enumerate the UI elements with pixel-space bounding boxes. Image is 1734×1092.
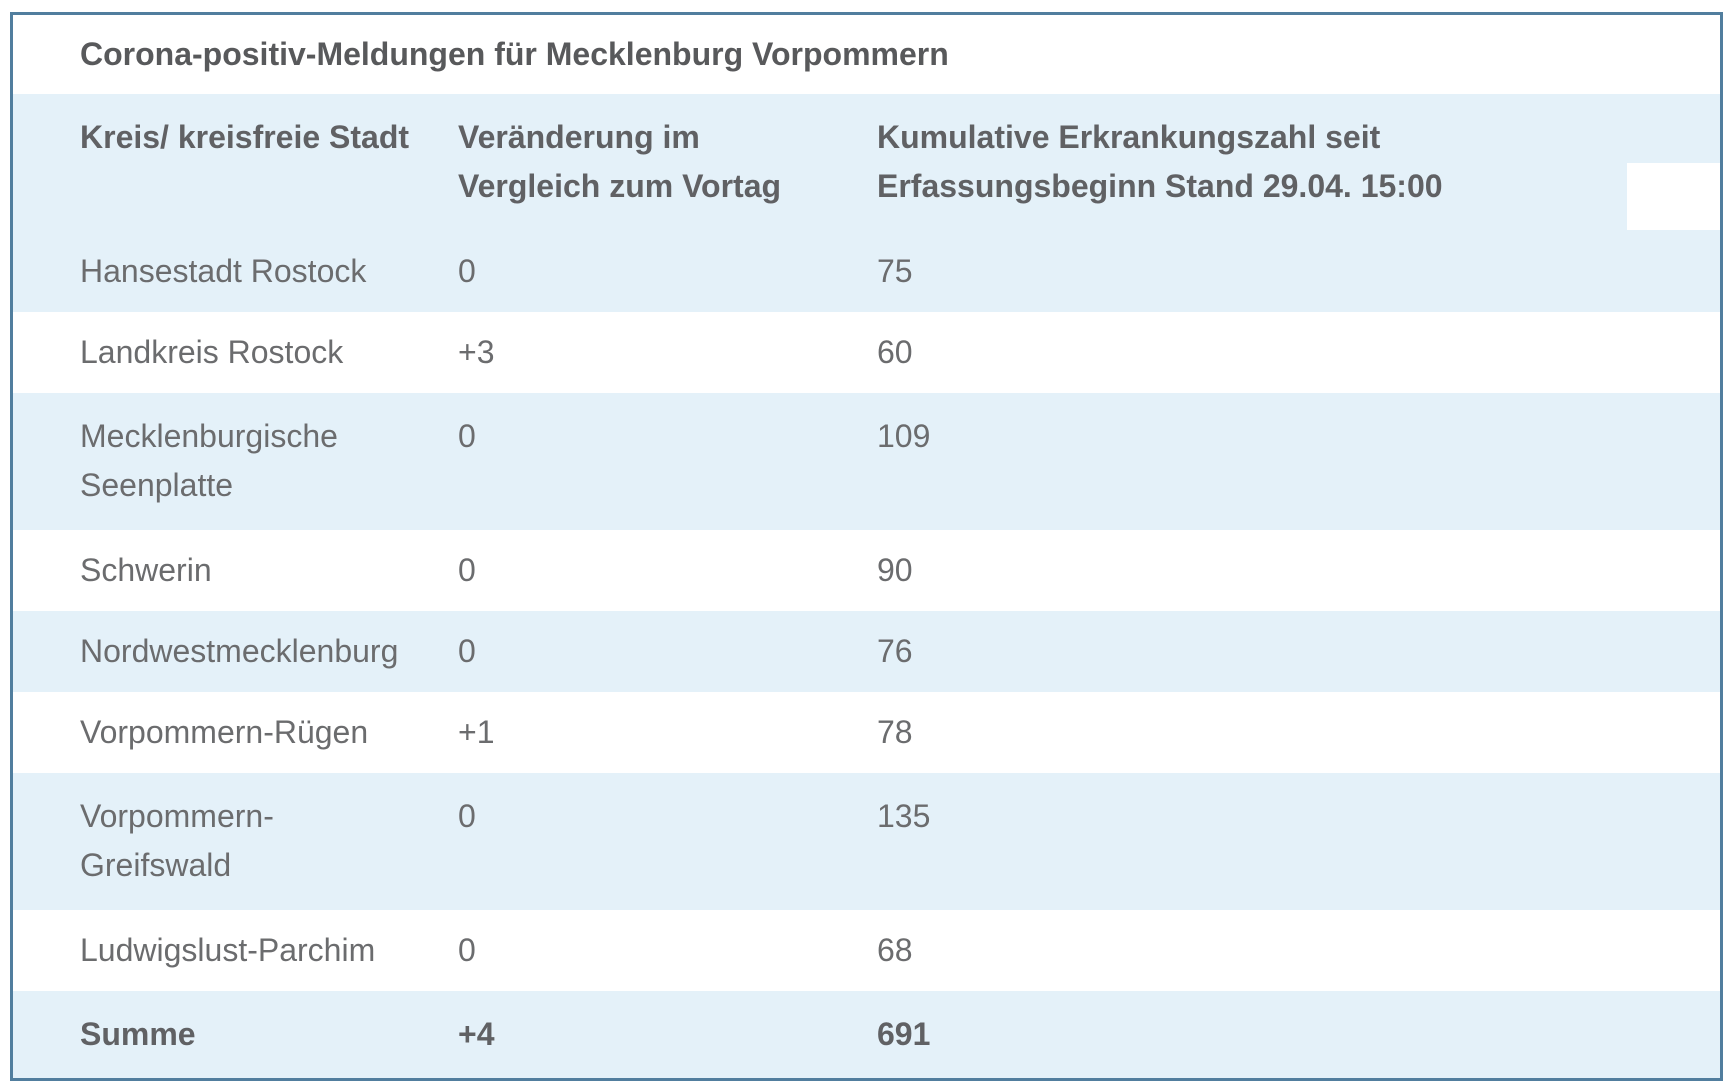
- cell-kreis: Nordwestmecklenburg: [80, 633, 399, 669]
- total-row: Summe +4 691: [13, 991, 1720, 1078]
- cell-veraenderung: 0: [458, 418, 476, 454]
- corona-table-panel: Corona-positiv-Meldungen für Mecklenburg…: [10, 12, 1723, 1081]
- cell-kumulativ: 60: [877, 334, 913, 370]
- cell-kumulativ: 75: [877, 253, 913, 289]
- cell-kumulativ: 78: [877, 714, 913, 750]
- table-row: Vorpommern- Greifswald 0 135: [13, 773, 1720, 910]
- cell-veraenderung: 0: [458, 552, 476, 588]
- table-row: Vorpommern-Rügen +1 78: [13, 692, 1720, 773]
- table-row: Landkreis Rostock +3 60: [13, 312, 1720, 393]
- table-row: Mecklenburgische Seenplatte 0 109: [13, 393, 1720, 530]
- cell-veraenderung: +3: [458, 334, 495, 370]
- cell-veraenderung: 0: [458, 798, 476, 834]
- table-row: Hansestadt Rostock 0 75: [13, 231, 1720, 312]
- cell-kumulativ: 135: [877, 798, 931, 834]
- cell-kumulativ: 76: [877, 633, 913, 669]
- cell-kreis: Landkreis Rostock: [80, 334, 344, 370]
- cell-kreis: Vorpommern- Greifswald: [80, 798, 274, 883]
- cell-kreis: Vorpommern-Rügen: [80, 714, 369, 750]
- cell-kumulativ: 109: [877, 418, 931, 454]
- white-overlay-patch: [1627, 163, 1720, 230]
- cell-kumulativ: 691: [877, 1016, 931, 1052]
- table-row: Ludwigslust-Parchim 0 68: [13, 910, 1720, 991]
- cell-kreis: Hansestadt Rostock: [80, 253, 367, 289]
- cell-kumulativ: 90: [877, 552, 913, 588]
- table-row: Schwerin 0 90: [13, 530, 1720, 611]
- cell-kreis: Ludwigslust-Parchim: [80, 932, 376, 968]
- cell-veraenderung: 0: [458, 253, 476, 289]
- column-header-veraenderung: Veränderung im Vergleich zum Vortag: [458, 119, 782, 204]
- table-header-row: Kreis/ kreisfreie Stadt Veränderung im V…: [13, 94, 1720, 231]
- cell-kreis: Mecklenburgische Seenplatte: [80, 418, 338, 503]
- table-title: Corona-positiv-Meldungen für Mecklenburg…: [13, 15, 1720, 94]
- cell-veraenderung: +1: [458, 714, 495, 750]
- cell-kreis: Schwerin: [80, 552, 212, 588]
- table-row: Nordwestmecklenburg 0 76: [13, 611, 1720, 692]
- cell-kreis: Summe: [80, 1016, 196, 1052]
- column-header-kumulativ: Kumulative Erkrankungszahl seit Erfassun…: [877, 119, 1443, 204]
- column-header-kreis: Kreis/ kreisfreie Stadt: [80, 119, 410, 155]
- table-body: Hansestadt Rostock 0 75 Landkreis Rostoc…: [13, 231, 1720, 1078]
- cell-veraenderung: 0: [458, 633, 476, 669]
- cell-veraenderung: 0: [458, 932, 476, 968]
- cell-kumulativ: 68: [877, 932, 913, 968]
- cell-veraenderung: +4: [458, 1016, 495, 1052]
